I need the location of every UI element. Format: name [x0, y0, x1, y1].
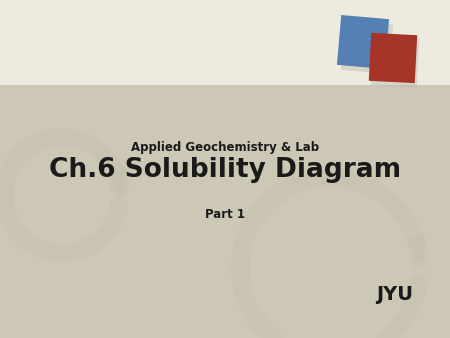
Text: Part 1: Part 1: [205, 209, 245, 221]
Bar: [369, 33, 417, 83]
Bar: [0, 0, 450, 85]
Text: Ch.6 Solubility Diagram: Ch.6 Solubility Diagram: [49, 157, 401, 183]
Bar: [341, 20, 393, 74]
Bar: [371, 37, 419, 87]
Text: JYU: JYU: [377, 286, 414, 305]
Bar: [0, 85, 450, 338]
Bar: [337, 15, 389, 69]
Text: Applied Geochemistry & Lab: Applied Geochemistry & Lab: [131, 142, 319, 154]
